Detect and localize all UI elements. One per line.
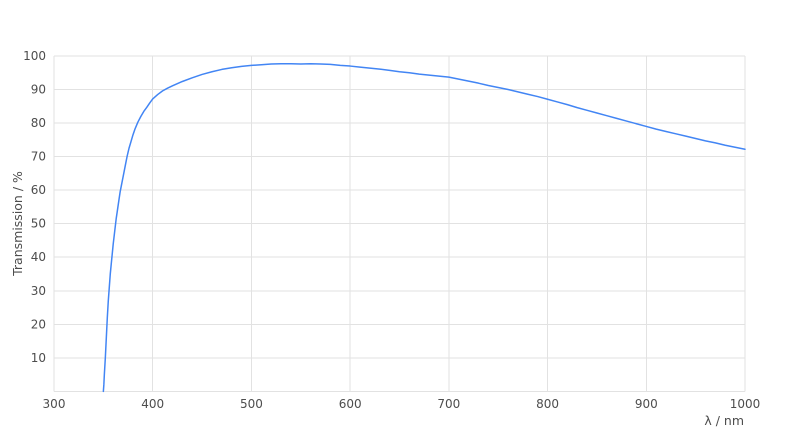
x-tick-label: 300 bbox=[43, 397, 66, 411]
y-tick-label: 100 bbox=[23, 49, 46, 63]
x-tick-label: 900 bbox=[635, 397, 658, 411]
x-tick-label: 500 bbox=[240, 397, 263, 411]
x-axis-title: λ / nm bbox=[704, 413, 744, 428]
x-tick-label: 600 bbox=[339, 397, 362, 411]
x-tick-label: 400 bbox=[141, 397, 164, 411]
series-line-layer bbox=[102, 62, 746, 393]
y-axis-title: Transmission / % bbox=[10, 171, 25, 277]
y-tick-label: 70 bbox=[31, 150, 46, 164]
y-tick-label: 90 bbox=[31, 83, 46, 97]
gridlines bbox=[53, 55, 746, 392]
y-tick-label: 30 bbox=[31, 284, 46, 298]
x-axis-tick-labels: 300 400 500 600 700 800 900 1000 bbox=[43, 397, 761, 411]
x-tick-label: 1000 bbox=[730, 397, 761, 411]
y-tick-label: 80 bbox=[31, 116, 46, 130]
x-tick-label: 800 bbox=[536, 397, 559, 411]
y-axis-tick-labels: 10 20 30 40 50 60 70 80 90 100 bbox=[23, 49, 46, 365]
y-tick-label: 40 bbox=[31, 250, 46, 264]
y-tick-label: 20 bbox=[31, 317, 46, 331]
x-tick-label: 700 bbox=[437, 397, 460, 411]
y-tick-label: 60 bbox=[31, 183, 46, 197]
transmission-curve bbox=[102, 62, 746, 393]
y-tick-label: 50 bbox=[31, 217, 46, 231]
y-tick-label: 10 bbox=[31, 351, 46, 365]
